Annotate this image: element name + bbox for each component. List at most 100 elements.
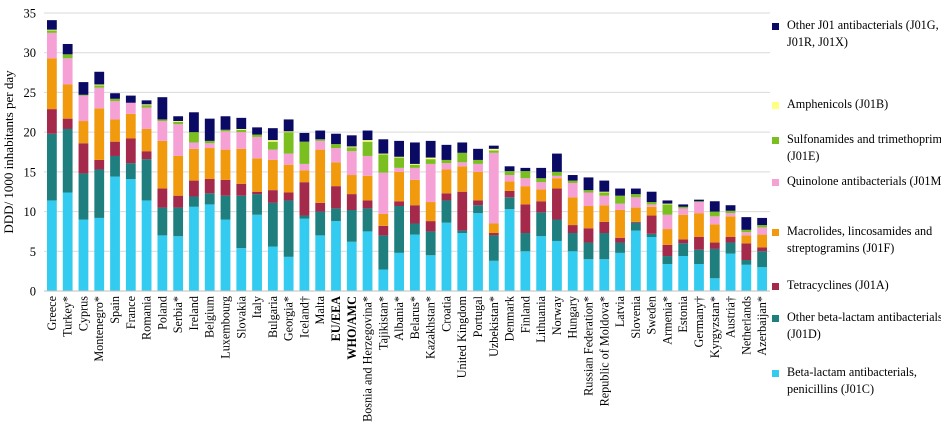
bar-segment [378,235,389,270]
bar-segment [141,159,152,201]
bar-stack [536,167,547,291]
bar-segment [394,206,405,253]
bar-segment [110,93,120,99]
bar-segment [520,186,531,205]
bar-segment [425,157,436,160]
bar-segment [473,159,483,164]
bar-segment [94,84,105,86]
legend-swatch [772,315,779,322]
bar-segment [599,221,610,234]
bar-segment [694,202,704,214]
bar-segment [583,228,594,243]
bar-segment [599,195,610,206]
bar-stack [94,71,105,291]
bar-segment [110,141,120,156]
bar-segment [567,182,578,198]
x-tick-label: Turkey* [61,296,75,337]
x-tick-label: Serbia* [171,296,185,333]
bar-segment [599,180,610,192]
bar-segment [741,217,752,230]
bar-segment [410,179,420,206]
bar-segment [189,206,199,291]
bar-segment [331,186,341,209]
x-tick-label: WHO/AMC [345,296,359,360]
bar-segment [709,248,720,279]
bar-segment [331,208,341,222]
x-tick-label: Slovakia [234,295,248,338]
bar-segment [362,200,373,209]
bar-stack [362,130,373,291]
x-tick-label: Croatia [439,295,453,331]
bar-segment [504,209,515,291]
legend-label: Sulfonamides and trimethoprim (J01E) [787,132,941,163]
legend-label: Macrolides, lincosamides and streptogram… [787,224,933,255]
x-tick-label: Norway [550,295,564,335]
y-axis-ticks: 0 5 10 15 20 25 30 35 [24,7,37,299]
bar-segment [552,175,562,179]
bar-segment [94,169,105,218]
bar-segment [94,217,105,291]
x-tick-label: Lithuania [534,295,548,342]
bar-segment [457,233,468,291]
bar-segment [536,189,547,202]
bar-segment [410,223,420,235]
bar-segment [394,171,405,202]
x-tick-label: EU/EEA [329,296,343,342]
x-tick-label: Bulgaria [266,295,280,338]
bar-segment [552,219,562,241]
bar-segment [315,139,326,141]
bar-segment [678,204,689,207]
bar-segment [583,259,594,291]
bar-segment [346,146,357,148]
bar-segment [488,150,499,153]
legend-label: Tetracyclines (J01A) [787,278,889,292]
bar-segment [267,202,278,247]
bar-segment [189,148,199,181]
bar-segment [362,141,373,156]
bar-segment [488,148,499,151]
bar-segment [425,159,436,164]
bar-segment [78,143,89,174]
bar-segment [362,155,373,176]
legend-item: Other beta-lactam antibacterials (J01D) [772,309,941,343]
bar-segment [378,213,389,226]
bar-segment [757,267,768,291]
bar-segment [236,117,247,129]
bar-segment [346,194,357,210]
bar-segment [94,87,105,109]
bar-segment [709,201,720,212]
bar-segment [346,151,357,176]
legend-item: Beta-lactam antibacterials, penicillins … [772,364,941,398]
bar-segment [220,129,231,132]
bar-segment [552,153,562,172]
bar-segment [410,163,420,165]
bar-segment [157,140,168,189]
bar-segment [204,140,215,144]
bar-stack [394,140,405,291]
bar-segment [583,242,594,260]
legend-swatch [772,229,779,236]
legend-item: Other J01 antibacterials (J01G, J01R, J0… [772,17,941,51]
x-tick-label: Republic of Moldova* [597,296,611,406]
bar-segment [283,132,294,154]
bar-segment [78,95,89,122]
bar-segment [473,171,483,201]
bar-segment [441,163,452,170]
bar-stack [315,130,326,291]
bar-segment [599,191,610,193]
bar-segment [678,239,689,244]
bar-stack [425,140,436,291]
bar-segment [299,141,310,164]
bar-segment [110,98,120,102]
bar-segment [236,248,247,291]
legend-label: Other J01 antibacterials (J01G, J01R, J0… [787,18,939,49]
bar-segment [599,233,610,260]
bar-segment [757,251,768,268]
bar-segment [78,94,89,96]
bar-stack [346,135,357,291]
bar-segment [599,205,610,222]
bar-segment [757,227,768,235]
bar-segment [520,251,531,291]
bar-segment [62,128,73,193]
bar-segment [425,202,436,222]
